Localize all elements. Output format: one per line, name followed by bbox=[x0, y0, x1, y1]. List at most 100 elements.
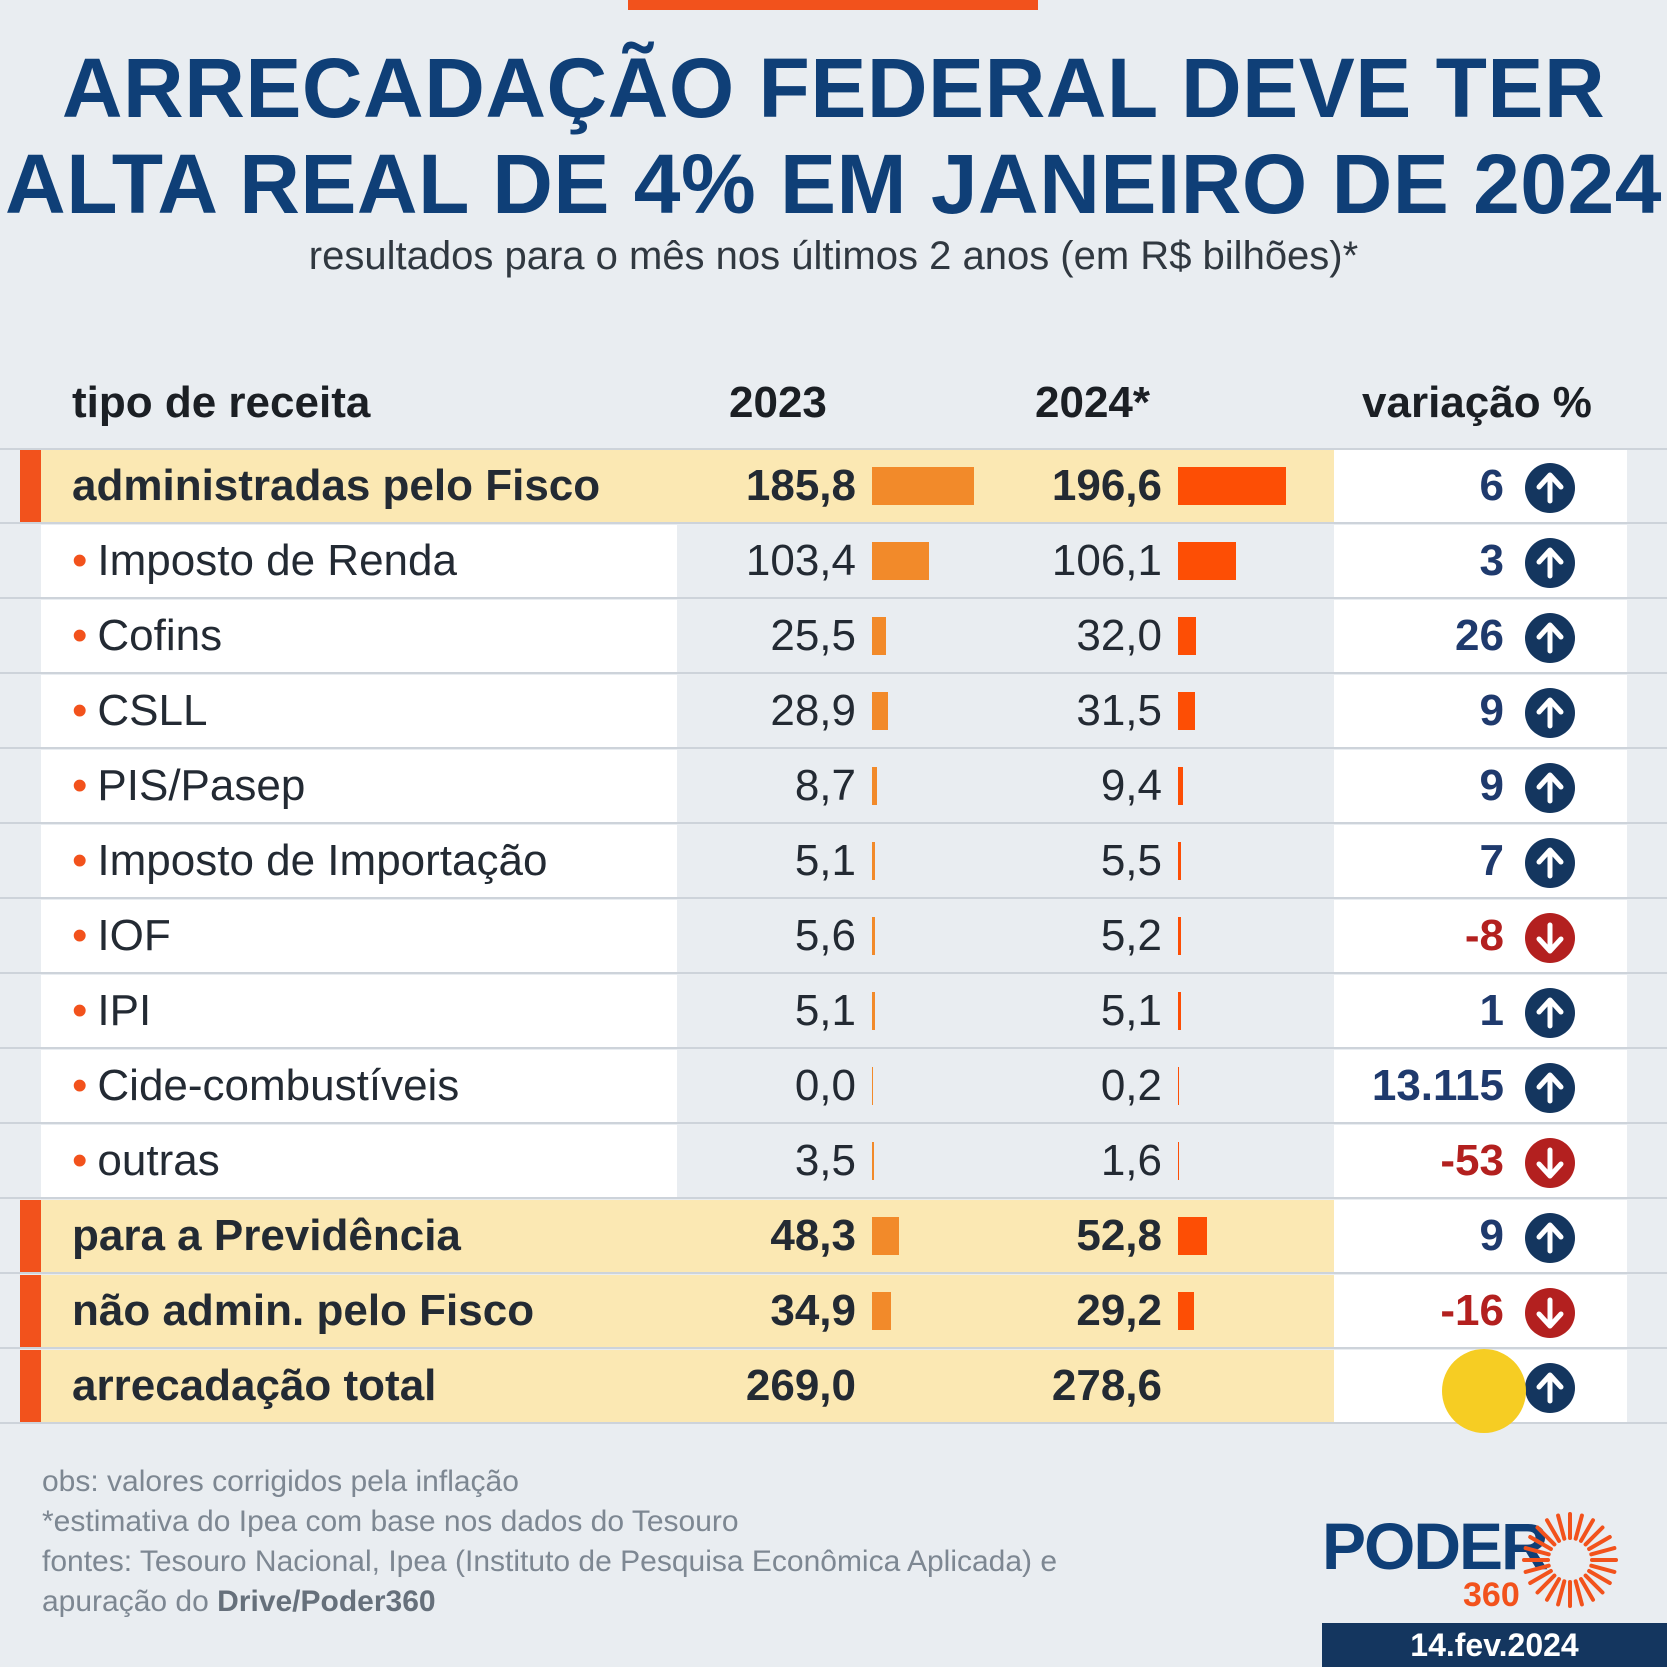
value-2023: 269,0 bbox=[745, 1361, 856, 1410]
value-2024: 106,1 bbox=[1051, 536, 1162, 585]
variation-cell bbox=[1334, 600, 1627, 672]
table-row: • Cofins 25,5 32,0 26 bbox=[0, 600, 1667, 674]
bullet-icon: • bbox=[72, 1061, 88, 1110]
row-divider bbox=[0, 747, 1667, 749]
table-row: • IOF 5,6 5,2 -8 bbox=[0, 900, 1667, 974]
arrow-up-icon bbox=[1525, 1213, 1575, 1263]
bullet-icon: • bbox=[72, 911, 88, 960]
bar-2024 bbox=[1178, 1067, 1179, 1105]
bar-2023 bbox=[872, 617, 887, 655]
bar-2024 bbox=[1178, 1292, 1195, 1330]
bar-2023 bbox=[872, 1142, 874, 1180]
bar-2023 bbox=[872, 767, 877, 805]
value-2023: 25,5 bbox=[770, 611, 856, 660]
footnote-estimate: *estimativa do Ipea com base nos dados d… bbox=[42, 1505, 739, 1538]
row-label: para a Previdência bbox=[72, 1211, 461, 1260]
label-cell bbox=[41, 1050, 677, 1122]
label-cell bbox=[41, 900, 677, 972]
value-2023: 8,7 bbox=[794, 761, 856, 810]
arrow-up-icon bbox=[1525, 1363, 1575, 1413]
value-2024: 29,2 bbox=[1076, 1286, 1162, 1335]
variation-cell bbox=[1334, 825, 1627, 897]
variation-value: -16 bbox=[1440, 1286, 1504, 1335]
row-accent bbox=[20, 1350, 41, 1422]
bar-2023 bbox=[872, 992, 875, 1030]
row-divider bbox=[0, 972, 1667, 974]
row-accent bbox=[20, 1200, 41, 1272]
bar-2023 bbox=[872, 467, 975, 505]
row-label: • Cofins bbox=[72, 611, 223, 660]
table-row: não admin. pelo Fisco 34,9 29,2 -16 bbox=[0, 1275, 1667, 1349]
variation-value: 3 bbox=[1479, 536, 1504, 585]
header-2024: 2024* bbox=[1035, 378, 1151, 427]
variation-value: -53 bbox=[1440, 1136, 1504, 1185]
row-divider bbox=[0, 597, 1667, 599]
arrow-down-icon bbox=[1525, 913, 1575, 963]
top-accent-bar bbox=[628, 0, 1038, 10]
value-2023: 0,0 bbox=[794, 1061, 856, 1110]
row-label: administradas pelo Fisco bbox=[72, 461, 601, 510]
value-2023: 28,9 bbox=[770, 686, 856, 735]
value-2024: 5,2 bbox=[1100, 911, 1162, 960]
bar-2024 bbox=[1178, 542, 1237, 580]
publication-date: 14.fev.2024 bbox=[1322, 1623, 1667, 1667]
row-background bbox=[20, 1350, 1334, 1422]
bar-2024 bbox=[1178, 467, 1287, 505]
variation-cell bbox=[1334, 525, 1627, 597]
table-row: para a Previdência 48,3 52,8 9 bbox=[0, 1200, 1667, 1274]
row-background bbox=[20, 1200, 1334, 1272]
arrow-up-icon bbox=[1525, 1063, 1575, 1113]
variation-cell bbox=[1334, 900, 1627, 972]
logo-number: 360 bbox=[1463, 1576, 1520, 1614]
variation-value: 7 bbox=[1479, 836, 1504, 885]
footnote-sources: fontes: Tesouro Nacional, Ipea (Institut… bbox=[42, 1545, 1058, 1578]
row-label: arrecadação total bbox=[72, 1361, 437, 1410]
bar-2023 bbox=[872, 842, 875, 880]
row-label: • Cide-combustíveis bbox=[72, 1061, 460, 1110]
table-row: administradas pelo Fisco 185,8 196,6 6 bbox=[0, 450, 1667, 524]
value-2024: 5,1 bbox=[1100, 986, 1162, 1035]
row-divider bbox=[0, 1347, 1667, 1349]
label-cell bbox=[41, 975, 677, 1047]
variation-cell bbox=[1334, 1050, 1627, 1122]
row-label: • Imposto de Importação bbox=[72, 836, 548, 885]
table-row: • Imposto de Renda 103,4 106,1 3 bbox=[0, 525, 1667, 599]
row-label: • PIS/Pasep bbox=[72, 761, 306, 810]
logo-word: PODER bbox=[1322, 1509, 1549, 1583]
arrow-up-icon bbox=[1525, 538, 1575, 588]
row-divider bbox=[0, 1197, 1667, 1199]
bullet-icon: • bbox=[72, 536, 88, 585]
bar-2023 bbox=[872, 1067, 873, 1105]
value-2024: 5,5 bbox=[1100, 836, 1162, 885]
row-label: não admin. pelo Fisco bbox=[72, 1286, 535, 1335]
value-2024: 1,6 bbox=[1100, 1136, 1162, 1185]
arrow-up-icon bbox=[1525, 988, 1575, 1038]
table-row: • Imposto de Importação 5,1 5,5 7 bbox=[0, 825, 1667, 899]
row-label: • IPI bbox=[72, 986, 152, 1035]
value-2023: 48,3 bbox=[770, 1211, 856, 1260]
table-row: • outras 3,5 1,6 -53 bbox=[0, 1125, 1667, 1199]
row-divider bbox=[0, 1122, 1667, 1124]
label-cell bbox=[41, 675, 677, 747]
arrow-up-icon bbox=[1525, 613, 1575, 663]
bar-2024 bbox=[1178, 767, 1184, 805]
variation-value: 9 bbox=[1479, 1211, 1504, 1260]
variation-value: 9 bbox=[1479, 686, 1504, 735]
bullet-icon: • bbox=[72, 1136, 88, 1185]
arrow-up-icon bbox=[1525, 463, 1575, 513]
bullet-icon: • bbox=[72, 986, 88, 1035]
bullet-icon: • bbox=[72, 761, 88, 810]
bar-2024 bbox=[1178, 842, 1182, 880]
header-type: tipo de receita bbox=[72, 378, 371, 427]
bar-2024 bbox=[1178, 1142, 1179, 1180]
row-divider bbox=[0, 522, 1667, 524]
value-2023: 5,6 bbox=[794, 911, 856, 960]
label-cell bbox=[41, 525, 677, 597]
value-2024: 278,6 bbox=[1051, 1361, 1162, 1410]
bullet-icon: • bbox=[72, 686, 88, 735]
footnote-credit: apuração do Drive/Poder360 bbox=[42, 1585, 436, 1618]
row-background bbox=[20, 1275, 1334, 1347]
row-divider bbox=[0, 822, 1667, 824]
bar-2023 bbox=[872, 1292, 892, 1330]
